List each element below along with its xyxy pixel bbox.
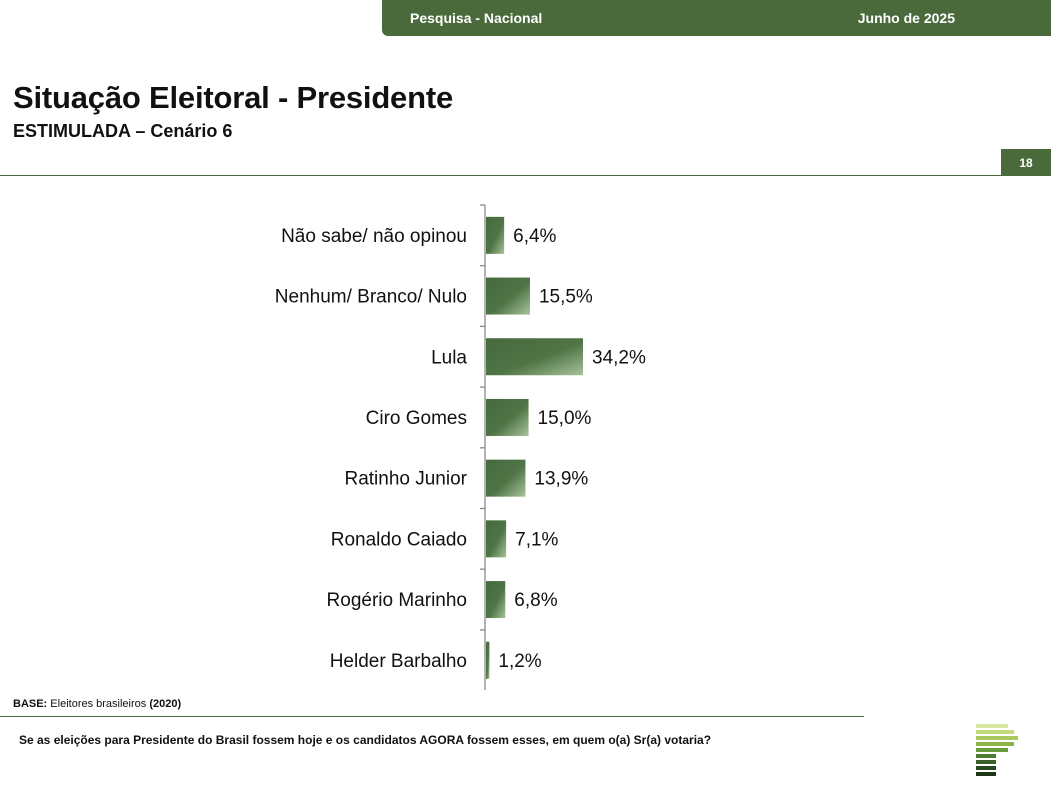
value-label: 1,2% <box>498 651 541 672</box>
category-label: Helder Barbalho <box>330 651 467 672</box>
base-note: BASE: Eleitores brasileiros (2020) <box>13 698 181 710</box>
survey-question: Se as eleições para Presidente do Brasil… <box>19 733 712 747</box>
category-label: Nenhum/ Branco/ Nulo <box>275 287 467 308</box>
bar <box>486 520 507 558</box>
bar <box>486 459 526 497</box>
bar-chart: Não sabe/ não opinou 6,4% Nenhum/ Branco/ … <box>275 204 646 690</box>
bar <box>486 641 490 679</box>
category-label: Ratinho Junior <box>344 469 467 490</box>
bar <box>486 398 529 436</box>
bar <box>486 277 530 315</box>
category-label: Ciro Gomes <box>366 408 467 429</box>
category-label: Lula <box>431 347 467 368</box>
category-label: Rogério Marinho <box>327 590 467 611</box>
bar <box>486 216 505 254</box>
value-label: 13,9% <box>534 469 588 490</box>
brand-logo <box>976 724 1018 776</box>
bar <box>486 581 506 619</box>
survey-label: Pesquisa - Nacional <box>410 10 543 26</box>
page-subtitle: ESTIMULADA – Cenário 6 <box>13 121 233 141</box>
page-title: Situação Eleitoral - Presidente <box>13 80 454 115</box>
page-number: 18 <box>1001 149 1051 176</box>
footer-divider <box>0 716 864 717</box>
value-label: 6,8% <box>514 590 557 611</box>
header-bar: Pesquisa - Nacional Junho de 2025 <box>382 0 1051 36</box>
value-label: 7,1% <box>515 529 558 550</box>
value-label: 34,2% <box>592 347 646 368</box>
value-label: 6,4% <box>513 226 556 247</box>
category-label: Não sabe/ não opinou <box>281 226 467 247</box>
base-count: (2020) <box>149 698 182 710</box>
category-label: Ronaldo Caiado <box>331 529 467 550</box>
header-divider <box>0 175 1051 176</box>
base-label: BASE: <box>13 698 48 710</box>
value-label: 15,0% <box>538 408 592 429</box>
date-label: Junho de 2025 <box>857 10 955 26</box>
bar <box>486 338 583 376</box>
value-label: 15,5% <box>539 287 593 308</box>
base-text: Eleitores brasileiros <box>50 698 147 710</box>
